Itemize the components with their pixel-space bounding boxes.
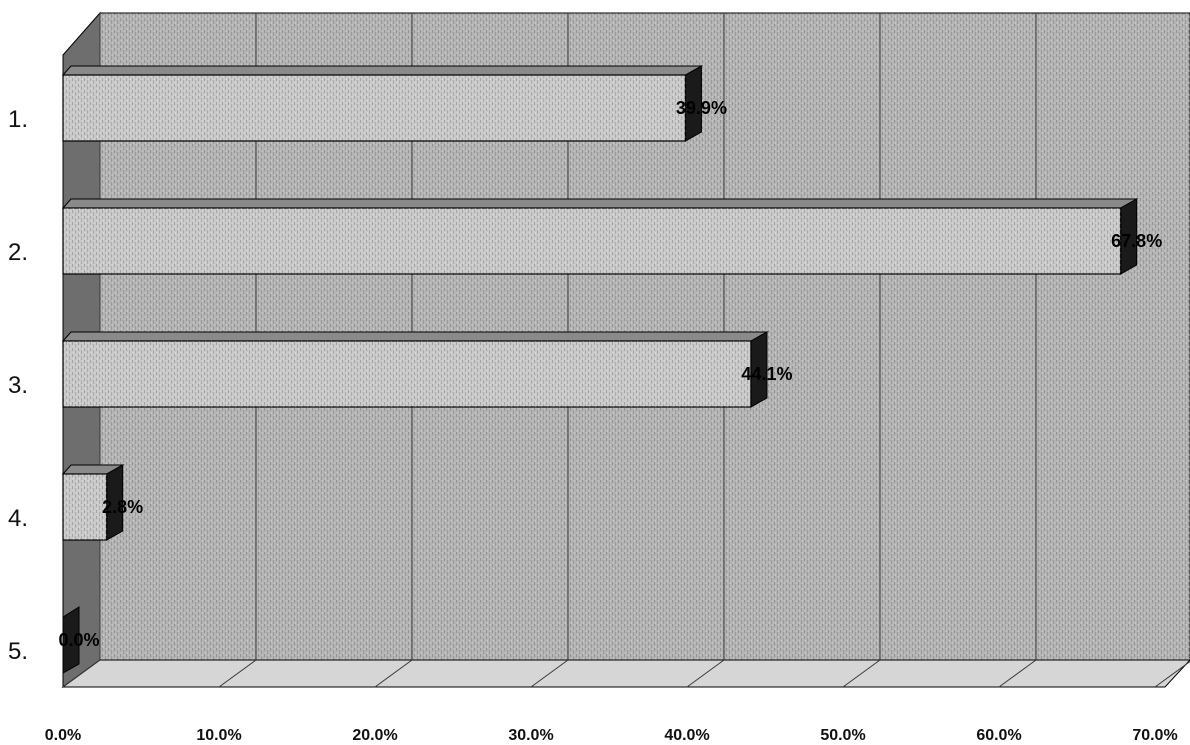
data-label: 39.9% (676, 98, 727, 118)
bar-texture (63, 341, 751, 407)
floor-gridline (1154, 660, 1190, 688)
data-label: 44.1% (741, 364, 792, 384)
floor-gridline (842, 659, 881, 688)
floor-gridline (686, 659, 725, 688)
bar-top-face (61, 65, 704, 76)
x-tick-label: 40.0% (664, 727, 709, 744)
x-tick-label: 70.0% (1132, 727, 1177, 744)
floor-gridline (218, 659, 257, 688)
category-label: 2. (8, 239, 28, 266)
x-tick-label: 10.0% (196, 727, 241, 744)
bar (61, 331, 769, 408)
data-label: 2.8% (102, 497, 143, 517)
floor-gridline (530, 659, 569, 688)
bars (61, 65, 1139, 674)
labels: 0.0% 10.0% 20.0% 30.0% 40.0% 50.0% 60.0% 70.0% 1… (8, 98, 1178, 744)
category-label: 1. (8, 106, 28, 133)
bar-texture (63, 474, 107, 540)
bar-top-face (61, 198, 1139, 209)
x-tick-label: 0.0% (45, 727, 81, 744)
bar-top-face (61, 331, 769, 342)
bar (61, 65, 704, 142)
x-tick-label: 30.0% (508, 727, 553, 744)
bar-texture (63, 75, 686, 141)
bar (61, 464, 125, 541)
category-label: 5. (8, 638, 28, 665)
bar (61, 198, 1139, 275)
bar (62, 606, 80, 674)
x-tick-label: 50.0% (820, 727, 865, 744)
floor-gridline (62, 659, 101, 688)
data-label: 0.0% (58, 630, 99, 650)
bar-texture (63, 208, 1121, 274)
bar-side-face (62, 606, 80, 674)
x-tick-label: 60.0% (976, 727, 1021, 744)
x-tick-label: 20.0% (352, 727, 397, 744)
category-label: 4. (8, 505, 28, 532)
data-label: 67.8% (1111, 231, 1162, 251)
floor-gridline (374, 659, 413, 688)
floor (61, 659, 1190, 688)
floor-gridline (998, 659, 1037, 688)
category-label: 3. (8, 372, 28, 399)
